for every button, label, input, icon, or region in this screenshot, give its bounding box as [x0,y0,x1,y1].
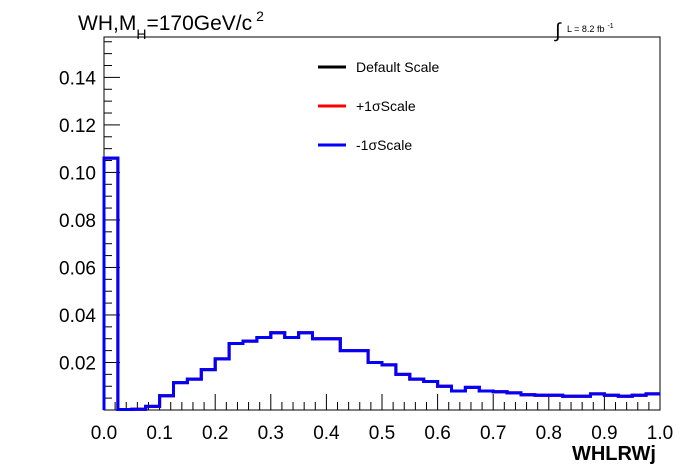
title-rest: =170GeV/c [146,12,252,35]
chart-title: WH,MH=170GeV/c 2 [78,8,264,42]
x-axis-title: WHLRWj [572,443,656,465]
legend: Default Scale +1σScale -1σScale [318,59,439,153]
series-line-2 [102,156,660,412]
y-tick-label: 0.12 [59,116,96,137]
x-tick-label: 0.1 [146,423,172,444]
y-tick-label: 0.06 [59,258,96,279]
lumi-superscript: -1 [607,23,613,30]
x-axis: 0.0 0.1 0.2 0.3 0.4 0.5 0.6 0.7 0.8 0.9 1.0 [91,394,673,444]
y-tick-label: 0.04 [59,306,96,327]
title-main: WH,M [78,12,136,35]
x-tick-label: 0.6 [424,423,450,444]
title-superscript: 2 [256,8,264,24]
series-group [102,156,660,412]
x-tick-label: 0.0 [91,423,117,444]
legend-label-plus: +1σScale [356,98,416,114]
title-subscript: H [136,26,146,42]
y-tick-label: 0.08 [59,211,96,232]
y-tick-label: 0.10 [59,163,96,184]
x-tick-label: 0.5 [369,423,395,444]
plot-frame [103,36,661,411]
series-line-0 [102,156,660,412]
x-tick-label: 1.0 [647,423,673,444]
x-tick-label: 0.4 [313,423,340,444]
lumi-label: L = 8.2 fb -1 [567,23,614,34]
legend-label-default: Default Scale [356,59,439,75]
x-tick-label: 0.2 [202,423,228,444]
x-tick-label: 0.7 [480,423,506,444]
x-tick-label: 0.3 [258,423,284,444]
x-tick-label: 0.9 [591,423,617,444]
y-axis: 0.02 0.04 0.06 0.08 0.10 0.12 0.14 [59,41,120,399]
series-line-1 [102,156,660,412]
lumi-text: L = 8.2 fb [567,24,604,34]
legend-label-minus: -1σScale [356,137,412,153]
x-tick-label: 0.8 [536,423,562,444]
lumi-integral-sign: ∫ [554,20,562,42]
y-tick-label: 0.14 [59,68,96,89]
y-tick-label: 0.02 [59,353,96,374]
